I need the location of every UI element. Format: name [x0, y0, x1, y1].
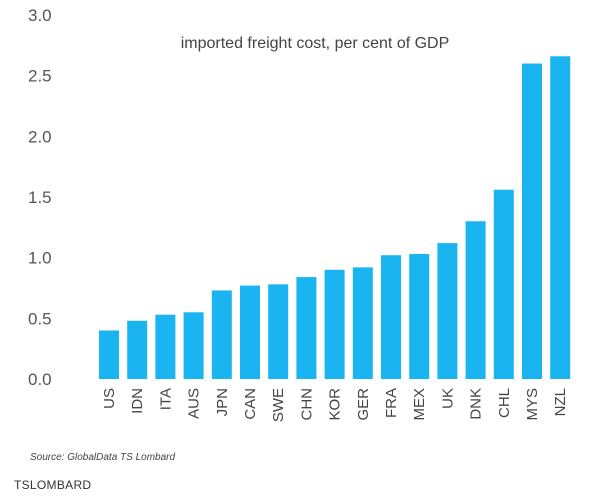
bar-chn — [296, 277, 317, 379]
brand-logo-text: TSLOMBARD — [14, 478, 92, 492]
x-tick-label: UK — [439, 388, 456, 409]
x-tick-label: IDN — [129, 388, 146, 414]
bar-kor — [324, 269, 345, 379]
bar-mys — [522, 63, 542, 380]
x-tick-label: FRA — [383, 388, 400, 418]
bar-swe — [268, 284, 289, 379]
y-tick-label: 2.5 — [28, 67, 52, 86]
x-tick-label: ITA — [157, 388, 174, 410]
x-tick-label: CHN — [298, 388, 315, 421]
x-tick-label: CHL — [496, 388, 513, 418]
bar-dnk — [465, 221, 486, 379]
x-tick-label: MEX — [411, 388, 428, 421]
bar-ita — [155, 314, 176, 379]
bar-nzl — [550, 56, 571, 380]
y-tick-label: 3.0 — [28, 6, 52, 25]
chart-title: imported freight cost, per cent of GDP — [181, 35, 450, 52]
bars — [99, 56, 571, 380]
y-tick-label: 2.0 — [28, 127, 52, 146]
x-tick-label: NZL — [552, 388, 569, 416]
bar-ger — [352, 267, 373, 379]
x-tick-label: DNK — [468, 388, 485, 420]
bar-aus — [183, 312, 204, 379]
x-axis: US IDN ITA AUS JPN CAN SWE CHN KOR GER FRA MEX UK DNK… — [101, 388, 569, 422]
bar-mex — [409, 254, 430, 379]
y-tick-label: 0.0 — [28, 370, 52, 389]
y-tick-label: 1.5 — [28, 188, 52, 207]
x-tick-label: JPN — [214, 388, 231, 416]
bar-uk — [437, 243, 458, 379]
y-axis: 0.0 0.5 1.0 1.5 2.0 2.5 3.0 — [28, 6, 52, 389]
x-tick-label: KOR — [327, 388, 344, 421]
x-tick-label: US — [101, 388, 118, 409]
bar-us — [99, 330, 119, 379]
source-note: Source: GlobalData TS Lombard — [30, 452, 176, 463]
x-tick-label: AUS — [186, 388, 203, 419]
y-tick-label: 0.5 — [28, 309, 52, 328]
bar-jpn — [211, 290, 232, 379]
y-tick-label: 1.0 — [28, 249, 52, 268]
x-tick-label: CAN — [242, 388, 259, 420]
bar-can — [240, 285, 260, 379]
x-tick-label: GER — [355, 388, 372, 421]
x-tick-label: SWE — [270, 388, 287, 422]
bar-fra — [381, 255, 401, 379]
bar-idn — [127, 320, 148, 379]
x-tick-label: MYS — [524, 388, 541, 421]
bar-chl — [493, 189, 514, 379]
